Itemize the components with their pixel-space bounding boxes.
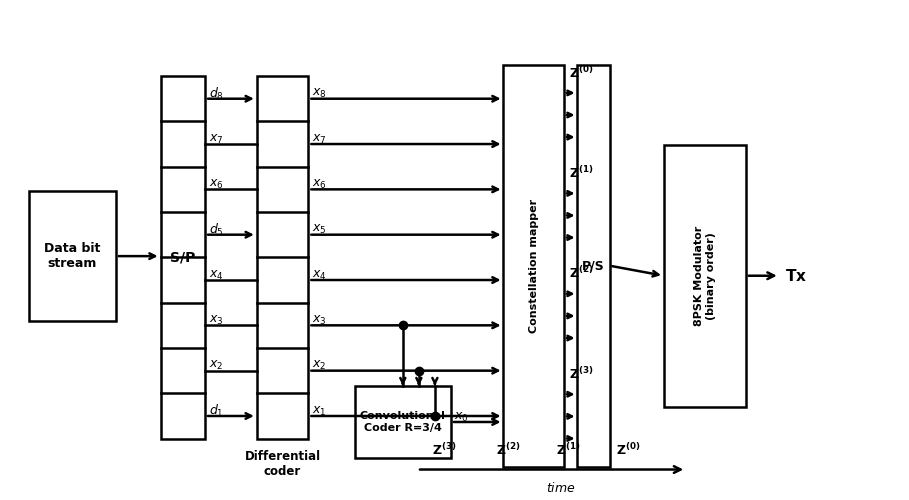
- Bar: [161, 76, 205, 438]
- Text: $\mathit{x}_{0}$: $\mathit{x}_{0}$: [454, 410, 469, 424]
- Text: $\mathit{x}_{8}$: $\mathit{x}_{8}$: [312, 88, 326, 101]
- Text: $\mathbf{Z}^{\mathbf{(2)}}$: $\mathbf{Z}^{\mathbf{(2)}}$: [495, 442, 520, 458]
- Bar: [256, 76, 308, 438]
- Bar: [504, 65, 564, 466]
- Text: $\mathit{x}_{7}$: $\mathit{x}_{7}$: [209, 132, 224, 145]
- Text: Constellation mapper: Constellation mapper: [529, 198, 539, 332]
- Text: $\mathbf{Z}^{\mathbf{(0)}}$: $\mathbf{Z}^{\mathbf{(0)}}$: [568, 64, 593, 80]
- Text: Data bit
stream: Data bit stream: [45, 242, 101, 270]
- Text: $\mathit{x}_{6}$: $\mathit{x}_{6}$: [209, 178, 224, 191]
- Text: $\mathbf{Z}^{\mathbf{(0)}}$: $\mathbf{Z}^{\mathbf{(0)}}$: [616, 442, 641, 458]
- Text: S/P: S/P: [170, 250, 195, 264]
- Text: $\mathit{d}_{1}$: $\mathit{d}_{1}$: [209, 403, 224, 419]
- Text: Convolutional
Coder R=3/4: Convolutional Coder R=3/4: [360, 411, 445, 433]
- Text: $\mathit{x}_{5}$: $\mathit{x}_{5}$: [312, 223, 326, 236]
- Text: $\mathit{x}_{3}$: $\mathit{x}_{3}$: [312, 314, 326, 327]
- Text: $\mathit{d}_{8}$: $\mathit{d}_{8}$: [209, 86, 224, 102]
- Text: $\mathbf{Z}^{\mathbf{(3)}}$: $\mathbf{Z}^{\mathbf{(3)}}$: [432, 442, 456, 458]
- Bar: [664, 144, 745, 407]
- Bar: [29, 191, 116, 321]
- Text: P/S: P/S: [582, 259, 604, 272]
- Text: $\mathit{time}$: $\mathit{time}$: [545, 481, 575, 495]
- Text: $\mathit{x}_{7}$: $\mathit{x}_{7}$: [312, 132, 326, 145]
- Bar: [577, 65, 610, 466]
- Text: $\mathbf{Tx}$: $\mathbf{Tx}$: [785, 268, 807, 283]
- Text: $\mathit{x}_{3}$: $\mathit{x}_{3}$: [209, 314, 224, 327]
- Text: $\mathbf{Z}^{\mathbf{(3)}}$: $\mathbf{Z}^{\mathbf{(3)}}$: [568, 366, 593, 382]
- Bar: [355, 386, 451, 458]
- Text: $\mathit{x}_{4}$: $\mathit{x}_{4}$: [209, 268, 224, 281]
- Text: $\mathbf{Z}^{\mathbf{(1)}}$: $\mathbf{Z}^{\mathbf{(1)}}$: [556, 442, 581, 458]
- Text: 8PSK Modulator
(binary order): 8PSK Modulator (binary order): [694, 226, 715, 326]
- Text: $\mathit{x}_{1}$: $\mathit{x}_{1}$: [312, 404, 326, 417]
- Text: $\mathit{x}_{2}$: $\mathit{x}_{2}$: [312, 359, 326, 372]
- Text: $\mathbf{Z}^{\mathbf{(2)}}$: $\mathbf{Z}^{\mathbf{(2)}}$: [568, 266, 593, 281]
- Text: $\mathit{x}_{4}$: $\mathit{x}_{4}$: [312, 268, 326, 281]
- Text: $\mathit{x}_{2}$: $\mathit{x}_{2}$: [209, 359, 223, 372]
- Text: $\mathit{x}_{6}$: $\mathit{x}_{6}$: [312, 178, 326, 191]
- Text: $\mathit{d}_{5}$: $\mathit{d}_{5}$: [209, 222, 224, 238]
- Text: Differential
coder: Differential coder: [245, 450, 321, 478]
- Text: $\mathbf{Z}^{\mathbf{(1)}}$: $\mathbf{Z}^{\mathbf{(1)}}$: [568, 165, 593, 181]
